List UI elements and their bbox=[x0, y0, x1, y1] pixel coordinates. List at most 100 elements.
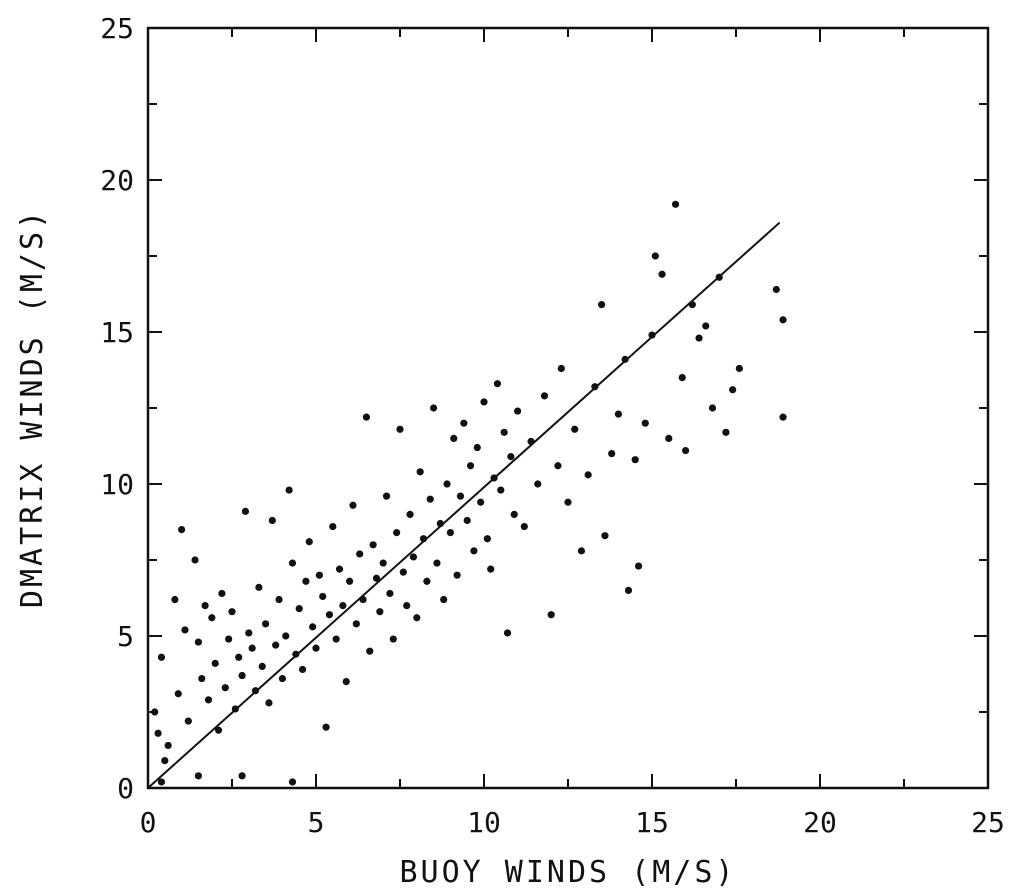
data-point bbox=[282, 632, 290, 640]
data-point bbox=[608, 450, 616, 458]
data-point bbox=[534, 480, 542, 488]
data-point bbox=[198, 674, 206, 683]
data-point bbox=[305, 538, 313, 546]
x-tick-label: 10 bbox=[467, 806, 501, 839]
data-point bbox=[235, 653, 243, 661]
data-point bbox=[520, 522, 528, 531]
data-point bbox=[258, 662, 266, 671]
data-point bbox=[295, 605, 303, 613]
data-point bbox=[671, 200, 680, 208]
data-point bbox=[248, 644, 256, 652]
data-point bbox=[614, 410, 623, 418]
data-point bbox=[403, 602, 411, 610]
data-point bbox=[272, 641, 280, 649]
data-point bbox=[382, 492, 391, 500]
data-point bbox=[487, 565, 495, 573]
data-point bbox=[688, 301, 696, 309]
data-point bbox=[181, 626, 189, 634]
data-point bbox=[356, 550, 364, 558]
data-point bbox=[665, 434, 673, 442]
data-point bbox=[201, 602, 209, 610]
x-axis-label: BUOY WINDS (M/S) bbox=[400, 855, 737, 890]
data-point bbox=[194, 772, 202, 780]
data-point bbox=[161, 757, 169, 765]
data-point bbox=[426, 495, 434, 503]
data-point bbox=[278, 674, 286, 683]
data-point bbox=[598, 301, 606, 309]
data-point bbox=[651, 252, 659, 260]
data-point bbox=[208, 614, 216, 622]
data-point bbox=[288, 559, 297, 567]
data-point bbox=[634, 562, 643, 570]
data-point bbox=[251, 687, 260, 695]
data-point bbox=[265, 699, 273, 707]
data-point bbox=[423, 577, 431, 585]
data-point bbox=[470, 547, 478, 555]
data-point bbox=[319, 592, 327, 601]
data-point bbox=[658, 270, 666, 278]
data-point bbox=[433, 559, 441, 567]
data-point bbox=[446, 529, 454, 537]
data-point bbox=[241, 507, 250, 515]
data-point bbox=[366, 647, 374, 655]
data-point bbox=[309, 623, 317, 631]
y-tick-label: 0 bbox=[117, 772, 134, 805]
data-point bbox=[349, 501, 357, 509]
data-point bbox=[554, 462, 562, 470]
data-point bbox=[779, 316, 787, 324]
data-point bbox=[463, 516, 471, 525]
data-point bbox=[779, 413, 787, 421]
data-point bbox=[500, 428, 508, 436]
data-point bbox=[211, 659, 219, 667]
data-point bbox=[325, 611, 334, 619]
data-point bbox=[342, 678, 350, 686]
data-point bbox=[678, 374, 686, 382]
data-point bbox=[292, 650, 300, 658]
data-point bbox=[379, 559, 387, 567]
data-point bbox=[708, 404, 717, 412]
data-point bbox=[157, 653, 166, 661]
data-point bbox=[514, 407, 522, 415]
data-point bbox=[591, 383, 599, 391]
data-point bbox=[255, 583, 263, 591]
data-point bbox=[362, 413, 370, 421]
data-point bbox=[624, 586, 633, 595]
data-point bbox=[460, 419, 468, 427]
data-point bbox=[194, 638, 202, 646]
y-tick-label: 20 bbox=[100, 164, 134, 197]
fit-line-group bbox=[147, 221, 781, 789]
data-point bbox=[473, 443, 481, 452]
data-point bbox=[527, 437, 535, 446]
data-point bbox=[729, 386, 737, 394]
data-point bbox=[335, 565, 344, 573]
data-point bbox=[221, 684, 229, 692]
data-point bbox=[275, 595, 283, 604]
data-point bbox=[497, 486, 505, 494]
data-point bbox=[171, 595, 179, 604]
data-point bbox=[557, 364, 565, 373]
data-point bbox=[571, 425, 579, 433]
data-point bbox=[151, 708, 159, 716]
data-point bbox=[225, 635, 233, 643]
data-point bbox=[184, 717, 192, 725]
data-point bbox=[245, 629, 253, 637]
data-point bbox=[480, 398, 488, 406]
x-tick-label: 0 bbox=[140, 806, 157, 839]
data-point bbox=[419, 535, 428, 543]
y-axis-label: DMATRIX WINDS (M/S) bbox=[15, 208, 50, 608]
y-tick-label: 10 bbox=[100, 468, 134, 501]
data-point bbox=[204, 696, 213, 704]
data-point bbox=[339, 602, 347, 610]
data-point bbox=[466, 462, 475, 470]
y-tick-label: 25 bbox=[100, 12, 134, 45]
data-point bbox=[298, 665, 307, 674]
data-point bbox=[540, 392, 549, 400]
fit-line bbox=[147, 221, 781, 789]
data-point bbox=[376, 608, 384, 616]
data-points bbox=[151, 200, 787, 786]
data-point bbox=[477, 498, 485, 506]
data-point bbox=[285, 486, 293, 494]
x-tick-label: 5 bbox=[308, 806, 325, 839]
data-point bbox=[413, 614, 421, 622]
